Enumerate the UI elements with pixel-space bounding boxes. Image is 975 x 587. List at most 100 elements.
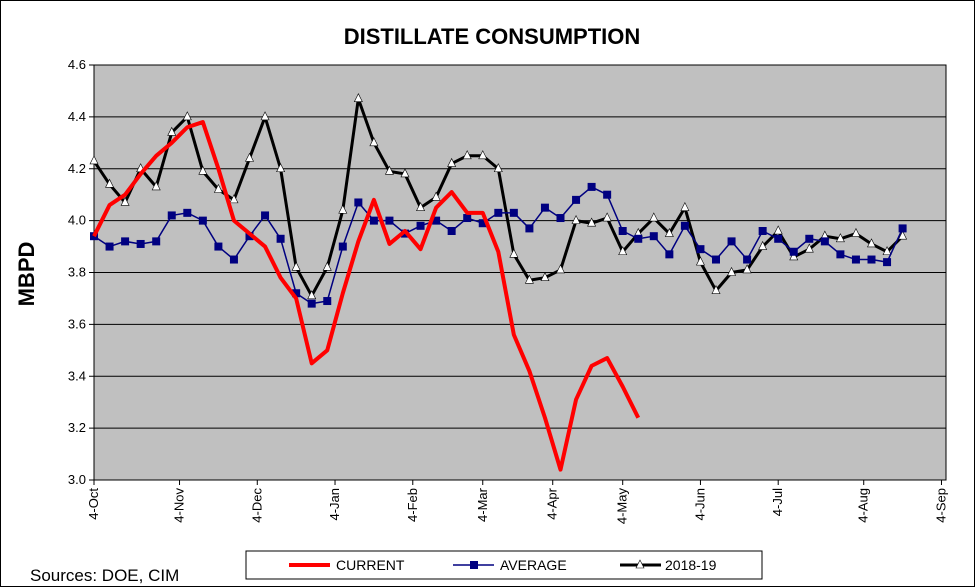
x-tick-label: 4-Feb (405, 488, 420, 522)
data-point-average (416, 221, 425, 230)
legend-box (245, 550, 763, 580)
data-point-average (105, 242, 114, 251)
data-point-2018-19 (587, 217, 597, 227)
data-point-average (478, 219, 487, 228)
y-tick-label: 4.0 (68, 213, 86, 228)
data-point-average (229, 255, 238, 264)
data-point-2018-19 (742, 264, 752, 274)
data-point-2018-19 (462, 150, 472, 160)
data-point-2018-19 (882, 246, 892, 256)
x-tick-label: 4-Apr (545, 487, 560, 519)
data-point-2018-19 (384, 165, 394, 175)
data-point-2018-19 (556, 264, 565, 274)
data-point-2018-19 (260, 111, 270, 121)
data-point-average (354, 198, 363, 207)
data-point-average (820, 237, 829, 246)
data-point-average (712, 255, 720, 264)
legend-marker-average (470, 561, 478, 569)
data-point-average (727, 237, 736, 246)
y-axis-ticks: 3.0 3.2 3.4 3.6 3.8 4.0 4.2 4.4 4.6 (68, 57, 94, 487)
data-point-2018-19 (867, 238, 876, 248)
data-point-average (214, 242, 223, 251)
x-tick-label: 4-May (615, 488, 630, 525)
y-tick-label: 4.4 (68, 109, 86, 124)
data-point-2018-19 (353, 93, 363, 103)
data-point-average (292, 289, 301, 298)
x-tick-label: 4-Aug (856, 488, 871, 523)
data-point-average (307, 299, 316, 308)
y-tick-label: 3.2 (68, 420, 86, 435)
data-point-average (540, 203, 549, 212)
data-point-average (509, 208, 518, 217)
data-point-2018-19 (213, 183, 223, 193)
data-point-average (338, 242, 347, 251)
data-point-2018-19 (680, 201, 690, 211)
series-layer (89, 93, 908, 472)
data-point-2018-19 (105, 178, 115, 188)
data-point-average (867, 255, 876, 264)
data-point-2018-19 (618, 246, 628, 256)
data-point-2018-19 (664, 227, 674, 237)
legend-label-2018-19: 2018-19 (665, 557, 717, 573)
data-point-average (805, 234, 814, 243)
x-tick-label: 4-Jun (692, 488, 707, 521)
data-point-2018-19 (851, 227, 861, 237)
y-axis-label: MBPD (14, 242, 39, 307)
data-point-2018-19 (198, 165, 208, 175)
data-point-average (587, 182, 596, 191)
data-point-2018-19 (773, 225, 783, 235)
data-point-2018-19 (229, 194, 239, 204)
data-point-average (198, 216, 207, 225)
data-point-average (556, 214, 565, 223)
data-point-2018-19 (835, 233, 845, 243)
data-point-average (758, 227, 767, 235)
legend: CURRENT AVERAGE 2018-19 (245, 550, 763, 580)
data-point-2018-19 (120, 196, 130, 206)
data-point-2018-19 (493, 163, 503, 173)
data-point-2018-19 (167, 126, 177, 136)
data-point-average (789, 247, 798, 256)
data-point-average (649, 232, 658, 241)
chart-title: DISTILLATE CONSUMPTION (344, 24, 641, 49)
data-point-2018-19 (804, 243, 814, 253)
x-axis-ticks: 4-Oct 4-Nov 4-Dec 4-Jan 4-Feb 4-Mar 4-Apr 4-May… (86, 480, 948, 524)
data-point-average (696, 245, 705, 254)
data-point-2018-19 (758, 240, 768, 250)
data-point-average (136, 239, 145, 248)
data-point-2018-19 (89, 155, 99, 165)
data-point-average (851, 255, 860, 264)
legend-label-current: CURRENT (336, 557, 405, 573)
legend-entry-current: CURRENT (289, 557, 405, 573)
data-point-2018-19 (478, 150, 488, 160)
y-tick-label: 3.8 (68, 265, 86, 280)
data-point-2018-19 (182, 111, 192, 121)
data-point-2018-19 (276, 163, 286, 173)
legend-label-average: AVERAGE (500, 557, 567, 573)
y-tick-label: 3.4 (68, 368, 86, 383)
data-point-average (463, 214, 472, 223)
x-tick-label: 4-Sep (933, 488, 948, 523)
data-point-2018-19 (649, 212, 659, 222)
x-tick-label: 4-Jan (327, 488, 342, 521)
x-tick-label: 4-Oct (86, 488, 101, 520)
data-point-2018-19 (307, 290, 317, 300)
data-point-2018-19 (695, 256, 705, 266)
y-tick-label: 4.2 (68, 161, 86, 176)
data-point-average (603, 190, 612, 199)
data-point-average (432, 216, 441, 225)
data-point-2018-19 (898, 230, 908, 240)
data-point-average (743, 255, 752, 264)
data-point-average (167, 211, 176, 220)
data-point-2018-19 (509, 248, 519, 258)
data-point-average (121, 237, 130, 246)
data-point-average (385, 216, 394, 225)
data-point-average (665, 250, 674, 259)
data-point-2018-19 (789, 251, 799, 261)
data-point-average (369, 216, 378, 225)
data-point-2018-19 (602, 212, 612, 222)
data-point-average (634, 234, 643, 243)
y-tick-label: 3.0 (68, 472, 86, 487)
source-note: Sources: DOE, CIM (30, 566, 179, 585)
y-tick-label: 3.6 (68, 316, 86, 331)
data-point-average (261, 211, 270, 220)
